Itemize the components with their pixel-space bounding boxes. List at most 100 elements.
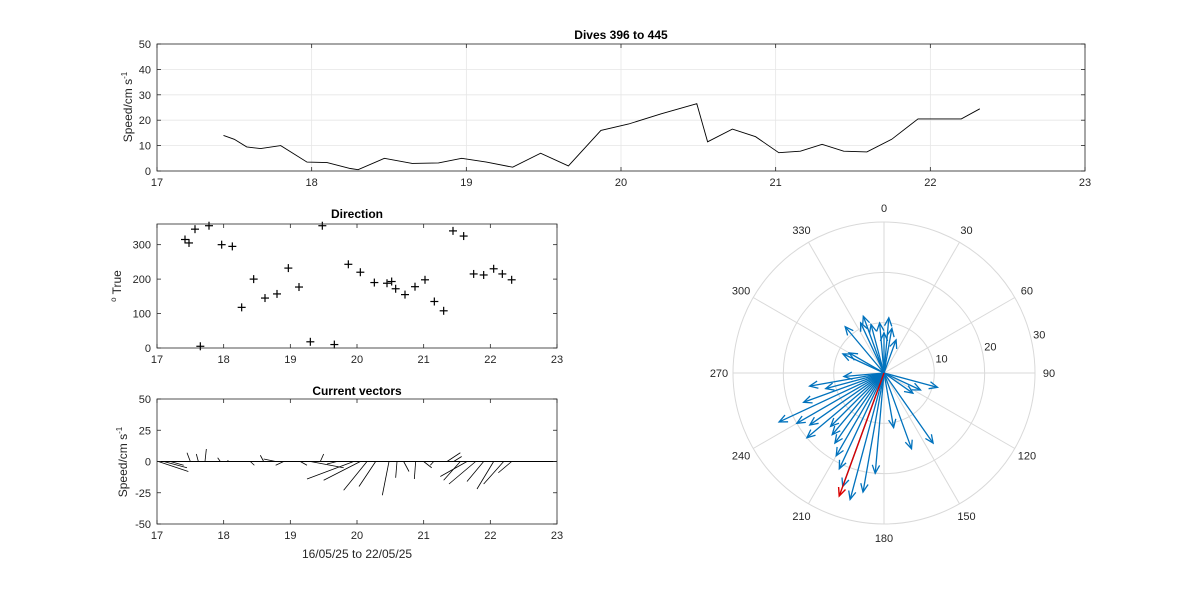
direction-point bbox=[383, 279, 391, 288]
current-vector bbox=[263, 458, 276, 462]
speed-plot-ytick-label: 10 bbox=[139, 141, 151, 153]
current-vector bbox=[195, 453, 199, 462]
speed-plot-xtick-label: 21 bbox=[770, 177, 782, 189]
direction-point bbox=[449, 226, 457, 235]
current-arrow-shaft bbox=[883, 372, 921, 391]
direction-point bbox=[318, 221, 327, 230]
current-arrow-shaft bbox=[825, 372, 885, 390]
direction-point bbox=[330, 340, 339, 349]
direction-plot-title: Direction bbox=[331, 207, 383, 221]
polar-angle-label: 210 bbox=[792, 511, 810, 523]
current-arrow bbox=[883, 326, 895, 374]
vectors-plot-ylabel-sup: -1 bbox=[115, 426, 124, 434]
current-arrow-shaft bbox=[796, 372, 885, 424]
current-arrow-shaft bbox=[830, 372, 885, 427]
current-arrow-shaft bbox=[883, 317, 890, 374]
current-arrow bbox=[883, 338, 898, 374]
current-vector bbox=[453, 456, 462, 462]
speed-plot-ytick-label: 0 bbox=[145, 166, 151, 178]
current-arrow bbox=[883, 316, 893, 374]
current-arrow-head bbox=[886, 326, 895, 338]
current-arrow bbox=[829, 372, 885, 428]
direction-point bbox=[185, 238, 193, 247]
current-arrow-head bbox=[831, 425, 841, 436]
current-arrow bbox=[848, 372, 885, 501]
polar-angle-label: 240 bbox=[732, 451, 750, 463]
current-arrow-shaft bbox=[883, 372, 914, 394]
vectors-plot-ylabel-text: Speed/cm s bbox=[116, 434, 130, 497]
speed-plot-ytick-label: 20 bbox=[139, 115, 151, 127]
polar-spoke bbox=[883, 241, 960, 374]
current-vector bbox=[158, 461, 189, 472]
polar-spoke bbox=[808, 241, 885, 374]
current-vector bbox=[423, 461, 432, 469]
current-arrow-head bbox=[889, 338, 898, 349]
current-arrow-head bbox=[808, 416, 819, 426]
current-vector bbox=[310, 461, 344, 469]
mean-current-arrow-shaft bbox=[838, 372, 885, 497]
current-vector bbox=[446, 452, 461, 462]
current-arrow bbox=[842, 371, 885, 381]
current-arrow bbox=[835, 372, 885, 458]
direction-point bbox=[228, 242, 237, 251]
current-arrow-shaft bbox=[838, 372, 885, 470]
direction-point bbox=[196, 342, 205, 351]
current-vector bbox=[395, 461, 398, 478]
direction-point bbox=[249, 275, 258, 284]
current-arrow bbox=[868, 322, 885, 374]
vectors-plot-ytick-label: 50 bbox=[139, 394, 151, 406]
current-arrow-shaft bbox=[883, 372, 938, 388]
direction-plot-xtick-label: 21 bbox=[418, 354, 430, 366]
polar-radius-label: 30 bbox=[1033, 329, 1045, 341]
current-arrow-shaft bbox=[883, 372, 895, 428]
current-arrow bbox=[824, 372, 885, 391]
polar-plot-labels: 0 30 60 90 120 150 180 210 240 270 300 330 10 20 30 bbox=[710, 203, 1055, 545]
polar-angle-label: 330 bbox=[792, 225, 810, 237]
vectors-plot-ytick-label: 0 bbox=[145, 457, 151, 469]
direction-plot-ytick-label: 300 bbox=[133, 240, 151, 252]
direction-point bbox=[421, 275, 429, 284]
vectors-plot-xtick-label: 17 bbox=[151, 530, 163, 542]
direction-plot-ylabel: o True bbox=[109, 270, 124, 302]
speed-plot: 17 18 19 20 21 22 23 0 10 20 30 40 50 Dives 396 to 4… bbox=[120, 28, 1091, 189]
direction-point bbox=[430, 297, 439, 306]
current-arrow-shaft bbox=[883, 372, 934, 444]
direction-point bbox=[469, 269, 478, 278]
direction-plot: 17 18 19 20 21 22 23 0 100 200 300 Direction o True bbox=[109, 207, 563, 366]
polar-angle-label: 180 bbox=[875, 533, 893, 545]
current-vector bbox=[358, 461, 376, 487]
current-arrow-shaft bbox=[883, 372, 913, 449]
direction-plot-ticks: 17 18 19 20 21 22 23 0 100 200 300 bbox=[133, 224, 563, 366]
current-arrow-shaft bbox=[844, 326, 885, 374]
speed-plot-xtick-label: 22 bbox=[924, 177, 936, 189]
polar-spoke bbox=[883, 297, 1016, 374]
current-arrow-shaft bbox=[809, 372, 885, 387]
current-arrow bbox=[883, 372, 922, 391]
current-vector bbox=[204, 448, 207, 462]
speed-plot-xtick-label: 23 bbox=[1079, 177, 1091, 189]
current-arrow bbox=[883, 372, 897, 430]
direction-point bbox=[217, 240, 226, 249]
direction-point bbox=[411, 282, 419, 291]
speed-plot-ylabel-sup: -1 bbox=[120, 71, 129, 79]
current-arrow bbox=[871, 372, 885, 475]
polar-angle-label: 60 bbox=[1021, 286, 1033, 298]
polar-angle-label: 120 bbox=[1018, 451, 1036, 463]
current-arrow bbox=[876, 321, 885, 374]
direction-point bbox=[459, 232, 468, 241]
current-arrow-head bbox=[795, 415, 806, 425]
current-arrow-shaft bbox=[843, 372, 885, 378]
direction-point bbox=[273, 289, 281, 298]
polar-spoke bbox=[883, 372, 1016, 449]
current-arrow-shaft bbox=[862, 372, 885, 493]
vectors-plot-ylabel: Speed/cm s-1 bbox=[115, 426, 130, 497]
direction-plot-xtick-label: 19 bbox=[284, 354, 296, 366]
current-arrow-shaft bbox=[809, 372, 885, 426]
current-vector bbox=[483, 461, 504, 485]
current-arrow-head bbox=[824, 382, 835, 391]
direction-point bbox=[391, 284, 400, 293]
polar-radius-label: 10 bbox=[935, 354, 947, 366]
direction-point bbox=[439, 306, 448, 315]
speed-plot-ytick-label: 50 bbox=[139, 39, 151, 51]
vectors-plot-ytick-label: 25 bbox=[139, 425, 151, 437]
